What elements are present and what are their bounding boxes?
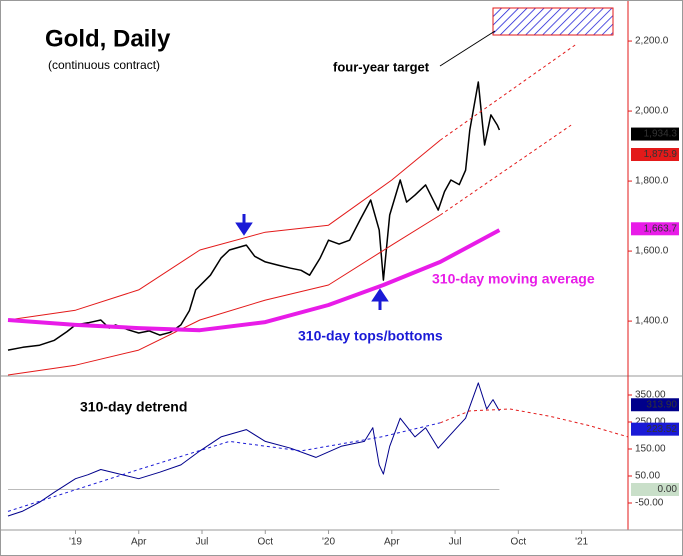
value-box-label: 1,875.9: [644, 149, 678, 160]
value-box-label: 1,663.7: [644, 223, 678, 234]
target-leader: [439, 30, 496, 67]
series-line: [7, 228, 501, 333]
annotation: 310-day detrend: [80, 399, 187, 415]
x-tick-label: Jul: [196, 537, 209, 548]
y-tick-label: 50.00: [635, 471, 660, 482]
annotation: 310-day tops/bottoms: [298, 328, 443, 344]
y-tick-label: 1,400.0: [635, 316, 669, 327]
target-zone: [492, 7, 614, 36]
series-line: [440, 124, 572, 216]
value-box: [631, 127, 679, 141]
top-arrow: [235, 214, 253, 236]
value-box-label: 223.52: [646, 424, 677, 435]
y-tick-label: -50.00: [635, 498, 664, 509]
chart-title: Gold, Daily: [45, 25, 171, 52]
x-tick-label: '21: [575, 537, 588, 548]
series-line: [7, 422, 441, 512]
value-box: [631, 398, 679, 412]
annotation: four-year target: [333, 59, 430, 74]
series-line: [440, 408, 629, 438]
x-tick-label: Jul: [449, 537, 462, 548]
y-tick-label: 2,000.0: [635, 106, 669, 117]
x-tick-label: '20: [322, 537, 335, 548]
value-box-label: 0.00: [658, 484, 678, 495]
value-box: [631, 422, 679, 436]
series-line: [7, 382, 500, 517]
x-tick-label: Apr: [131, 537, 147, 548]
y-tick-label: 1,800.0: [635, 176, 669, 187]
x-tick-label: Apr: [384, 537, 400, 548]
chart-subtitle: (continuous contract): [48, 58, 160, 72]
x-tick-label: '19: [69, 537, 82, 548]
value-box: [631, 148, 679, 162]
y-tick-label: 2,200.0: [635, 36, 669, 47]
value-box-label: 313.90: [646, 399, 677, 410]
value-box: [631, 483, 679, 497]
annotation: 310-day moving average: [432, 271, 595, 287]
bottom-arrow: [371, 288, 389, 310]
x-tick-label: Oct: [257, 537, 273, 548]
value-box-label: 1,934.3: [644, 129, 678, 140]
y-tick-label: 350.00: [635, 390, 666, 401]
x-tick-label: Oct: [511, 537, 527, 548]
value-box: [631, 222, 679, 236]
y-tick-label: 250.00: [635, 417, 666, 428]
y-tick-label: 1,600.0: [635, 246, 669, 257]
y-tick-label: 150.00: [635, 444, 666, 455]
series-line: [7, 139, 441, 321]
series-line: [7, 214, 441, 376]
